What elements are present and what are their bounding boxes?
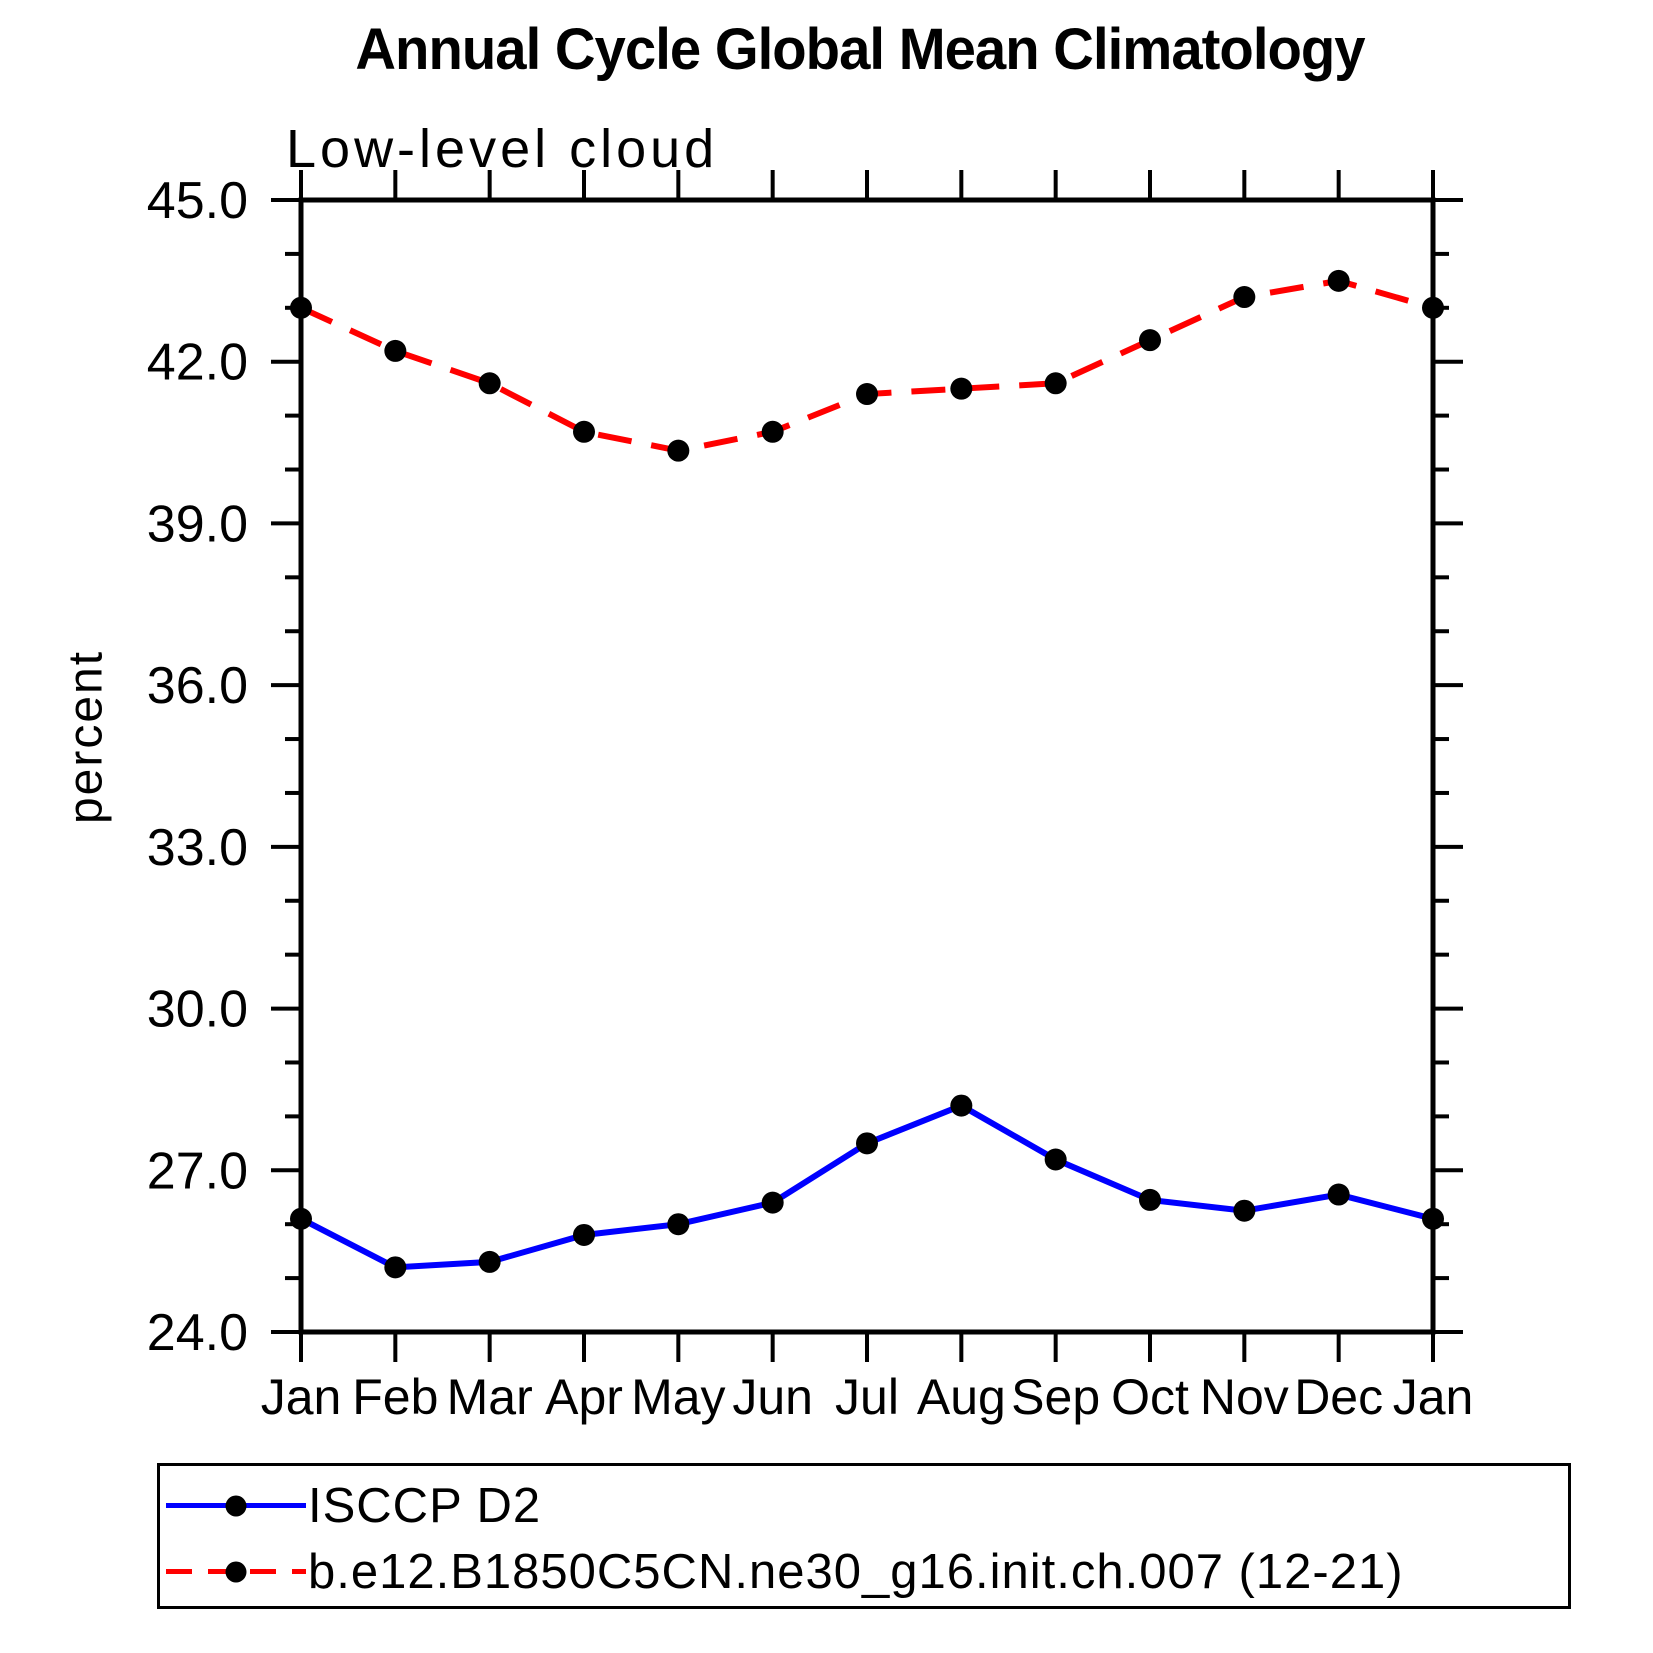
data-point <box>667 439 690 462</box>
y-tick-label: 39.0 <box>147 495 248 553</box>
x-tick-label: Jul <box>835 1369 899 1425</box>
data-point <box>1422 1207 1444 1230</box>
data-point <box>856 383 878 406</box>
x-tick-label: Jan <box>261 1369 342 1425</box>
data-point <box>761 420 784 443</box>
legend-sample-dashed-line <box>166 1561 306 1583</box>
x-tick-label: Dec <box>1294 1369 1383 1425</box>
y-tick-label: 42.0 <box>147 334 248 392</box>
marker-dot-icon <box>225 1495 247 1517</box>
x-tick-label: Jun <box>732 1369 813 1425</box>
legend-box: ISCCP D2 b.e12.B1850C5CN.ne30_g16.init.c… <box>157 1463 1571 1609</box>
legend-entry-isccp: ISCCP D2 <box>166 1478 541 1534</box>
data-point <box>1139 1188 1161 1211</box>
legend-entry-model: b.e12.B1850C5CN.ne30_g16.init.ch.007 (12… <box>166 1544 1404 1600</box>
y-tick-label: 33.0 <box>147 819 248 877</box>
legend-sample-solid-line <box>166 1495 306 1517</box>
axis-frame <box>298 197 1436 1335</box>
data-point <box>290 296 312 319</box>
data-point <box>384 1256 407 1279</box>
series-line <box>299 1102 1434 1271</box>
x-tick-label: May <box>631 1369 725 1425</box>
x-tick-label: Nov <box>1200 1369 1289 1425</box>
data-point <box>1327 1183 1350 1206</box>
data-point <box>573 420 595 443</box>
data-point <box>667 1213 690 1236</box>
x-tick-label: Aug <box>917 1369 1006 1425</box>
data-point <box>573 1223 595 1246</box>
data-point <box>1139 329 1161 352</box>
data-point <box>478 372 501 395</box>
legend-label: ISCCP D2 <box>308 1479 542 1533</box>
y-tick-label: 27.0 <box>147 1142 248 1200</box>
data-point <box>1044 372 1067 395</box>
x-tick-label: Sep <box>1011 1369 1100 1425</box>
x-tick-label: Jan <box>1393 1369 1474 1425</box>
y-tick-label: 36.0 <box>147 657 248 715</box>
x-tick-label: Feb <box>352 1369 438 1425</box>
data-point <box>1233 286 1256 309</box>
x-tick-label: Mar <box>447 1369 533 1425</box>
marker-dot-icon <box>225 1561 247 1583</box>
data-point <box>1327 269 1350 292</box>
x-tick-label: Apr <box>545 1369 623 1425</box>
series-line <box>299 277 1434 454</box>
data-point <box>950 377 973 400</box>
y-tick-label: 24.0 <box>147 1304 248 1362</box>
data-point <box>1233 1199 1256 1222</box>
data-point <box>478 1250 501 1273</box>
data-point <box>384 339 407 362</box>
data-point <box>1044 1148 1067 1171</box>
legend-label: b.e12.B1850C5CN.ne30_g16.init.ch.007 (12… <box>308 1545 1404 1599</box>
chart-title: Annual Cycle Global Mean Climatology <box>355 17 1365 82</box>
y-tick-label: 30.0 <box>147 981 248 1039</box>
x-tick-label: Oct <box>1111 1369 1189 1425</box>
chart-subtitle: Low-level cloud <box>286 119 719 179</box>
data-point <box>290 1207 312 1230</box>
data-point <box>856 1132 878 1155</box>
data-point <box>950 1094 973 1117</box>
data-point <box>1422 296 1444 319</box>
y-tick-label: 45.0 <box>147 172 248 230</box>
data-point <box>761 1191 784 1214</box>
